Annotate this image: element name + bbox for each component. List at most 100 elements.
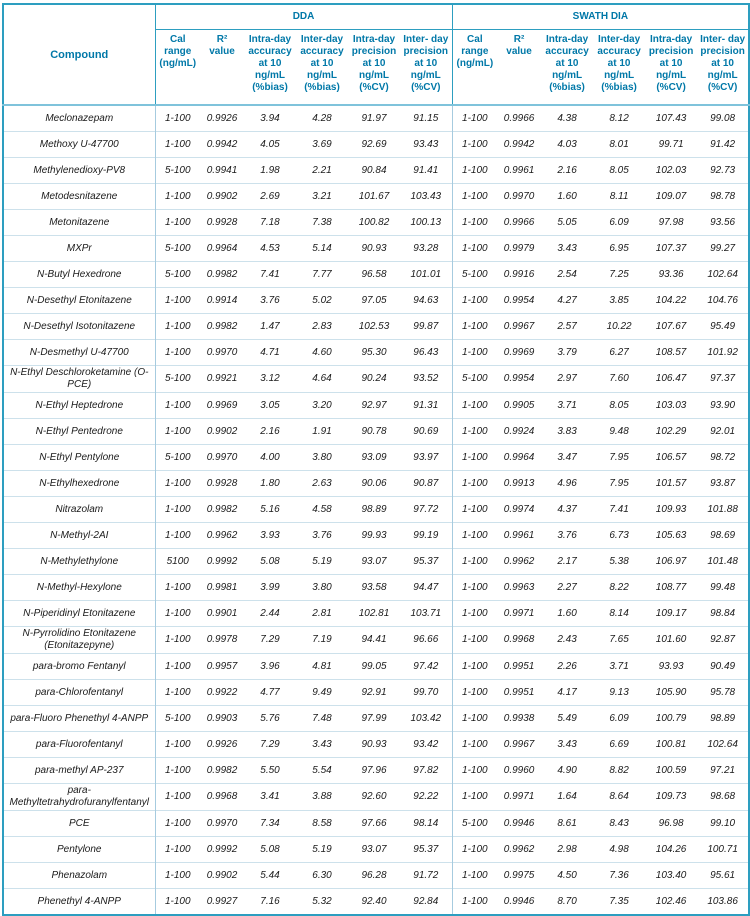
value-cell: 5.19	[296, 836, 348, 863]
value-cell: 103.42	[400, 705, 453, 732]
table-row: Pentylone 1-100 0.9992 5.08 5.19 93.07 95.37 1-…	[3, 836, 750, 863]
column-header: Cal range (ng/mL)	[451, 29, 498, 105]
value-cell: 1-100	[154, 679, 200, 706]
value-cell: 100.82	[348, 209, 400, 236]
value-cell: 1-100	[451, 235, 498, 262]
compound-cell: N-Piperidinyl Etonitazene	[3, 600, 155, 627]
value-cell: 3.96	[244, 653, 296, 680]
table-row: N-Ethyl Deschloroketamine (O-PCE) 5-100 0.…	[3, 365, 750, 393]
value-cell: 3.43	[541, 731, 594, 758]
value-cell: 0.9905	[497, 392, 542, 419]
value-cell: 0.9946	[497, 888, 542, 915]
value-cell: 5.32	[296, 888, 348, 915]
table-row: N-Methylethylone 5100 0.9992 5.08 5.19 93.07 9…	[3, 548, 750, 575]
value-cell: 9.13	[593, 679, 646, 706]
value-cell: 105.63	[645, 522, 698, 549]
compound-cell: MXPr	[3, 235, 155, 262]
value-cell: 96.43	[400, 339, 453, 366]
value-cell: 1-100	[154, 287, 200, 314]
compound-cell: N-Desethyl Etonitazene	[3, 287, 155, 314]
value-cell: 0.9968	[200, 783, 244, 811]
value-cell: 3.05	[244, 392, 296, 419]
table-row: para-Fluorofentanyl 1-100 0.9926 7.29 3.43 90…	[3, 731, 750, 758]
value-cell: 5.49	[541, 705, 594, 732]
table-row: Phenazolam 1-100 0.9902 5.44 6.30 96.28 91.72 1…	[3, 862, 750, 889]
value-cell: 2.16	[244, 418, 296, 445]
value-cell: 4.05	[244, 131, 296, 158]
value-cell: 90.87	[400, 470, 453, 497]
value-cell: 8.58	[296, 810, 348, 837]
value-cell: 1-100	[154, 888, 200, 915]
value-cell: 5100	[154, 548, 200, 575]
value-cell: 97.99	[348, 705, 400, 732]
value-cell: 4.96	[541, 470, 594, 497]
compound-cell: Methylenedioxy-PV8	[3, 157, 155, 184]
value-cell: 2.27	[541, 574, 594, 601]
value-cell: 0.9962	[497, 548, 542, 575]
compound-cell: Metonitazene	[3, 209, 155, 236]
value-cell: 97.21	[697, 757, 750, 784]
value-cell: 9.48	[593, 418, 646, 445]
page: Compound DDA SWATH DIA Cal range (ng/mL)…	[2, 3, 750, 916]
value-cell: 7.35	[593, 888, 646, 915]
value-cell: 5-100	[154, 365, 200, 393]
value-cell: 1-100	[154, 757, 200, 784]
value-cell: 93.97	[400, 444, 453, 471]
value-cell: 4.03	[541, 131, 594, 158]
value-cell: 0.9913	[497, 470, 542, 497]
value-cell: 1-100	[451, 862, 498, 889]
value-cell: 7.38	[296, 209, 348, 236]
value-cell: 92.01	[697, 418, 750, 445]
value-cell: 0.9966	[497, 209, 542, 236]
value-cell: 0.9926	[200, 731, 244, 758]
value-cell: 4.58	[296, 496, 348, 523]
table-row: N-Butyl Hexedrone 5-100 0.9982 7.41 7.77 96.5…	[3, 261, 750, 288]
value-cell: 0.9921	[200, 365, 244, 393]
table-row: MXPr 5-100 0.9964 4.53 5.14 90.93 93.28 1-100 0.…	[3, 235, 750, 262]
compound-cell: para-bromo Fentanyl	[3, 653, 155, 680]
value-cell: 96.28	[348, 862, 400, 889]
value-cell: 93.07	[348, 836, 400, 863]
value-cell: 2.83	[296, 313, 348, 340]
value-cell: 7.60	[593, 365, 646, 393]
value-cell: 6.09	[593, 209, 646, 236]
value-cell: 6.27	[593, 339, 646, 366]
value-cell: 0.9970	[200, 339, 244, 366]
value-cell: 97.98	[645, 209, 698, 236]
table-row: N-Ethyl Pentedrone 1-100 0.9902 2.16 1.91 90.…	[3, 418, 750, 445]
value-cell: 1-100	[451, 444, 498, 471]
value-cell: 0.9982	[200, 261, 244, 288]
value-cell: 91.31	[400, 392, 453, 419]
value-cell: 1-100	[154, 836, 200, 863]
value-cell: 101.67	[348, 183, 400, 210]
value-cell: 96.66	[400, 626, 453, 654]
value-cell: 3.83	[541, 418, 594, 445]
value-cell: 4.98	[593, 836, 646, 863]
value-cell: 93.58	[348, 574, 400, 601]
compound-cell: PCE	[3, 810, 155, 837]
column-header: Intra-day precision at 10 ng/mL (%CV)	[645, 29, 698, 105]
value-cell: 8.05	[593, 157, 646, 184]
value-cell: 93.36	[645, 261, 698, 288]
compound-cell: Methoxy U-47700	[3, 131, 155, 158]
value-cell: 3.93	[244, 522, 296, 549]
value-cell: 1-100	[451, 470, 498, 497]
value-cell: 7.19	[296, 626, 348, 654]
value-cell: 92.97	[348, 392, 400, 419]
value-cell: 92.69	[348, 131, 400, 158]
value-cell: 1-100	[451, 313, 498, 340]
value-cell: 106.57	[645, 444, 698, 471]
value-cell: 9.49	[296, 679, 348, 706]
value-cell: 0.9982	[200, 757, 244, 784]
compound-cell: N-Ethyl Deschloroketamine (O-PCE)	[3, 365, 155, 393]
value-cell: 91.41	[400, 157, 453, 184]
value-cell: 1-100	[154, 731, 200, 758]
value-cell: 0.9902	[200, 418, 244, 445]
compound-cell: N-Pyrrolidino Etonitazene (Etonitazepyne…	[3, 626, 155, 654]
value-cell: 8.43	[593, 810, 646, 837]
value-cell: 5.08	[244, 836, 296, 863]
value-cell: 1.80	[244, 470, 296, 497]
value-cell: 2.97	[541, 365, 594, 393]
value-cell: 0.9982	[200, 496, 244, 523]
value-cell: 107.43	[645, 104, 698, 132]
